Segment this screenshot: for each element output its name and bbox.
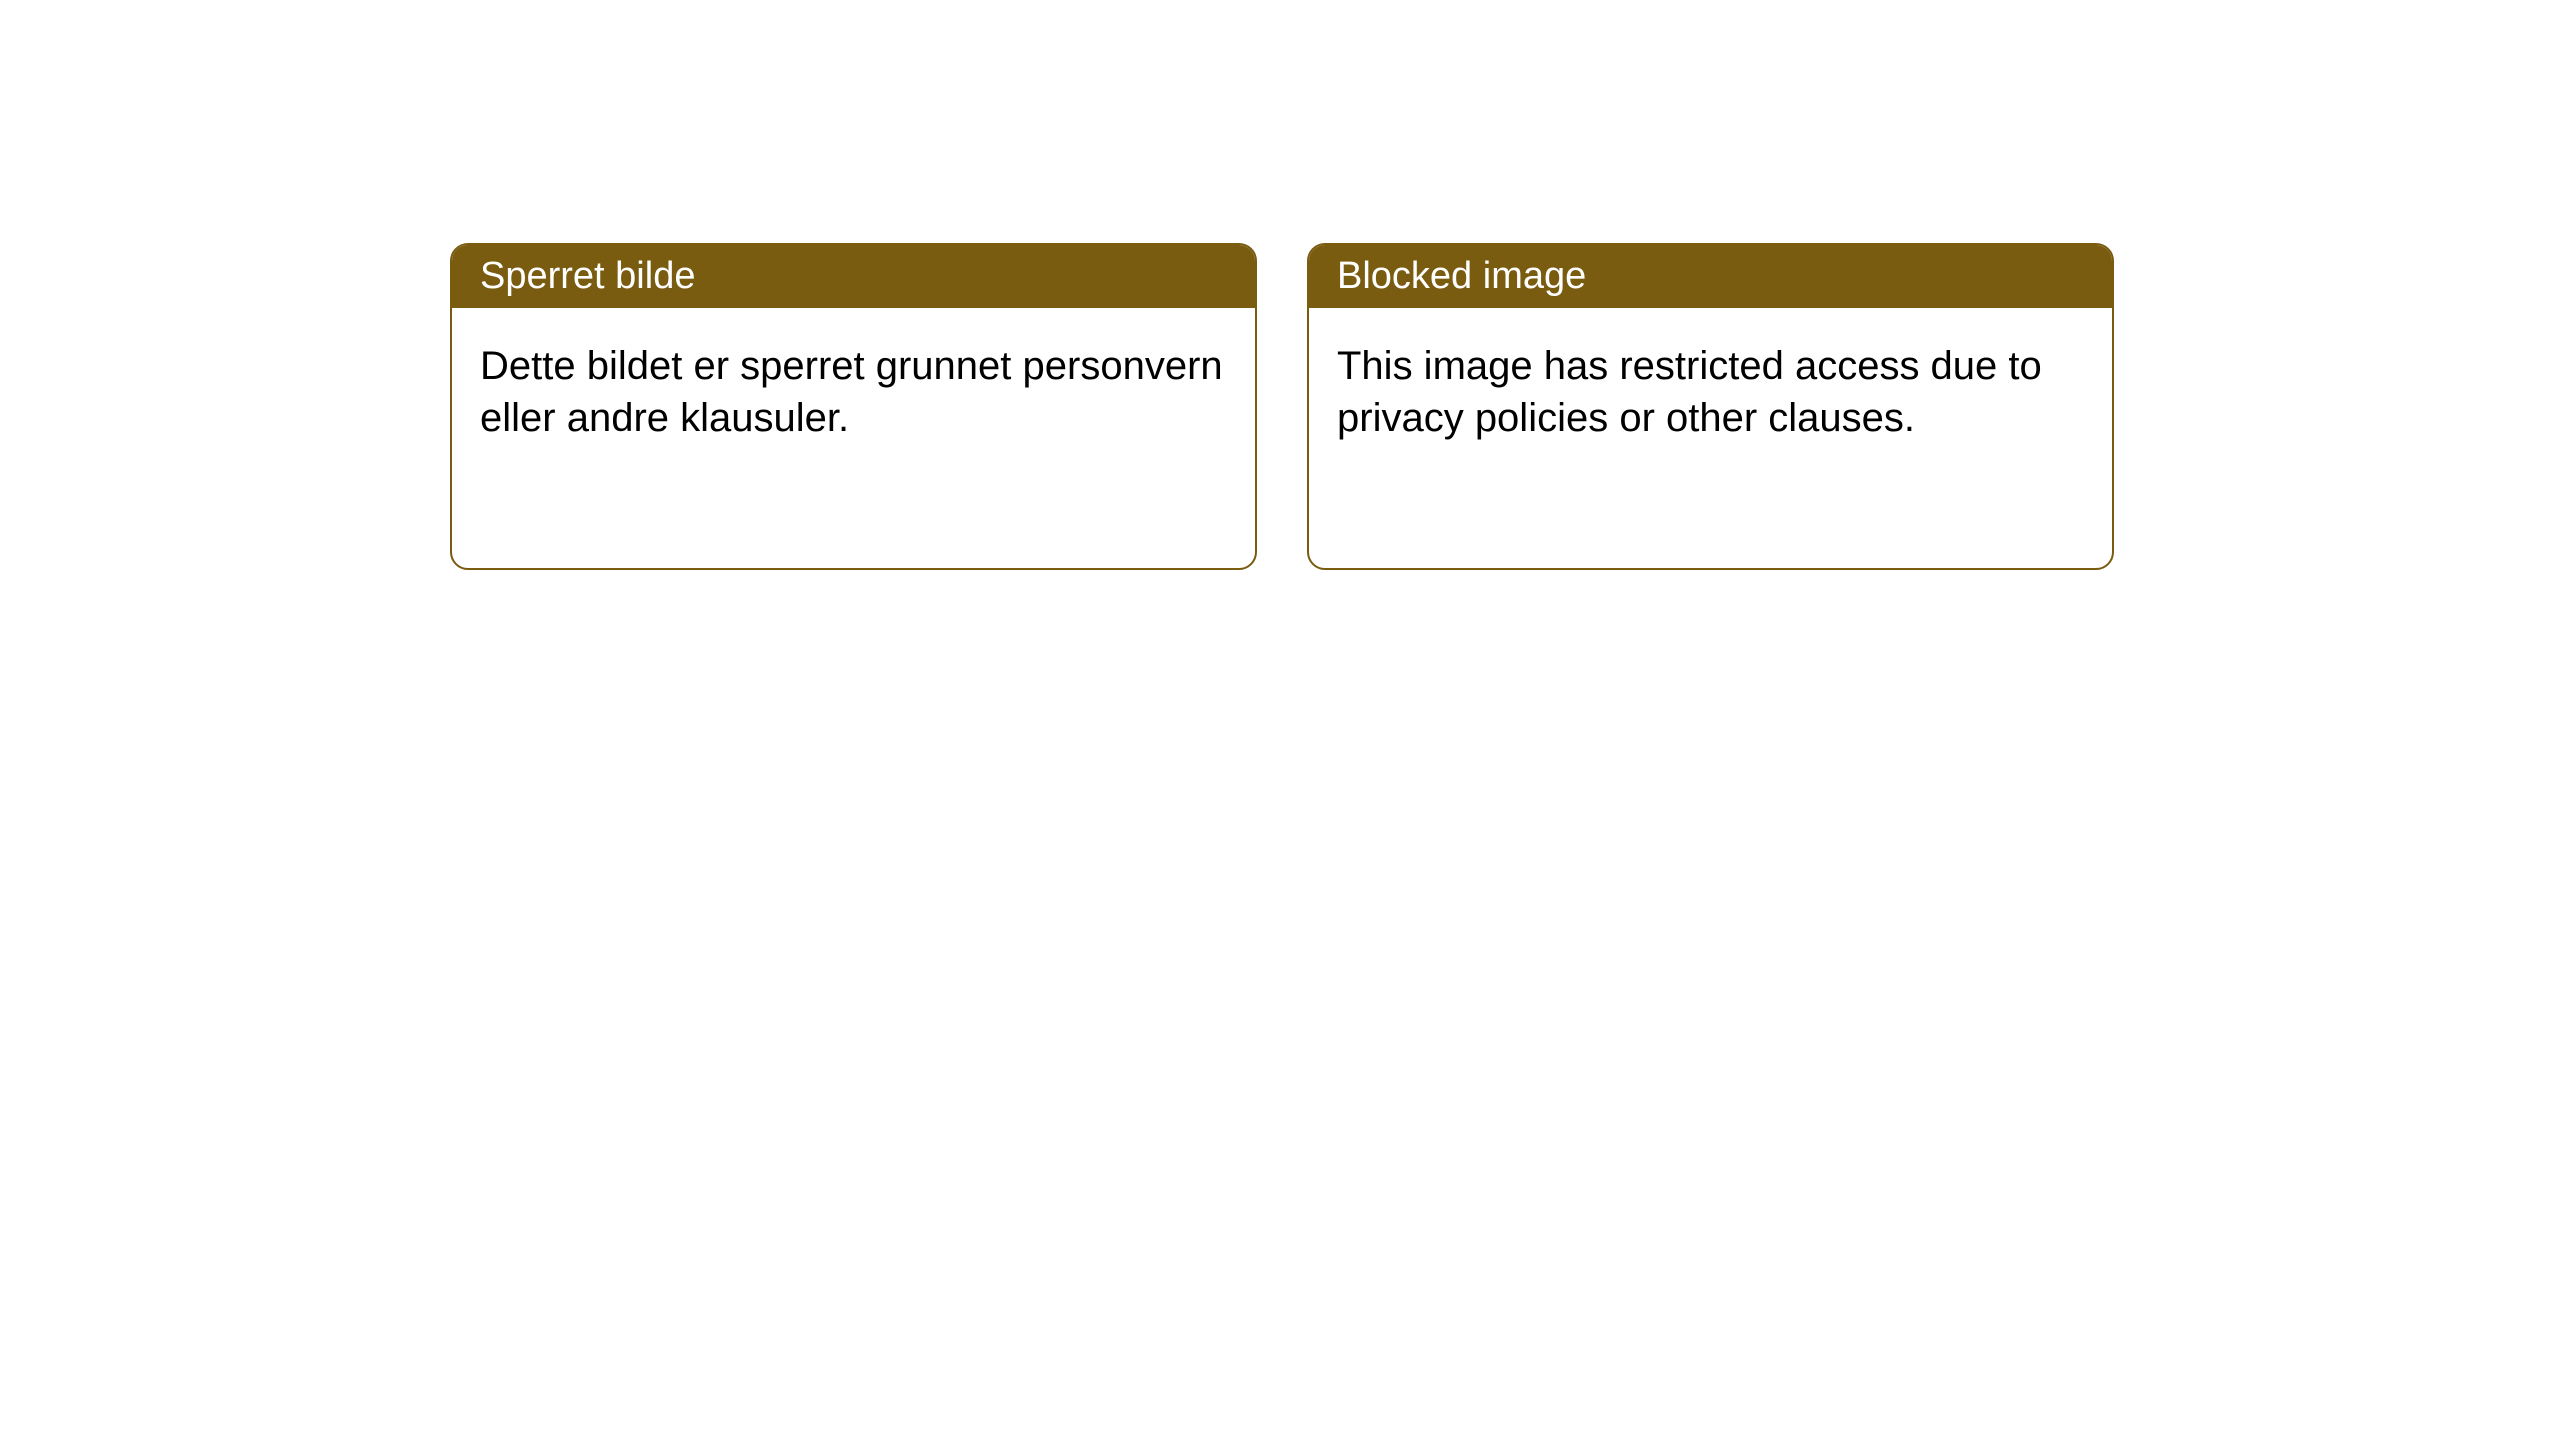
notice-cards-container: Sperret bilde Dette bildet er sperret gr… [0,0,2560,570]
card-header: Sperret bilde [452,245,1255,308]
card-body: This image has restricted access due to … [1309,308,2112,568]
card-body: Dette bildet er sperret grunnet personve… [452,308,1255,568]
card-message: This image has restricted access due to … [1337,340,2084,444]
notice-card-norwegian: Sperret bilde Dette bildet er sperret gr… [450,243,1257,570]
card-message: Dette bildet er sperret grunnet personve… [480,340,1227,444]
card-title: Blocked image [1337,255,1586,297]
notice-card-english: Blocked image This image has restricted … [1307,243,2114,570]
card-title: Sperret bilde [480,255,695,297]
card-header: Blocked image [1309,245,2112,308]
